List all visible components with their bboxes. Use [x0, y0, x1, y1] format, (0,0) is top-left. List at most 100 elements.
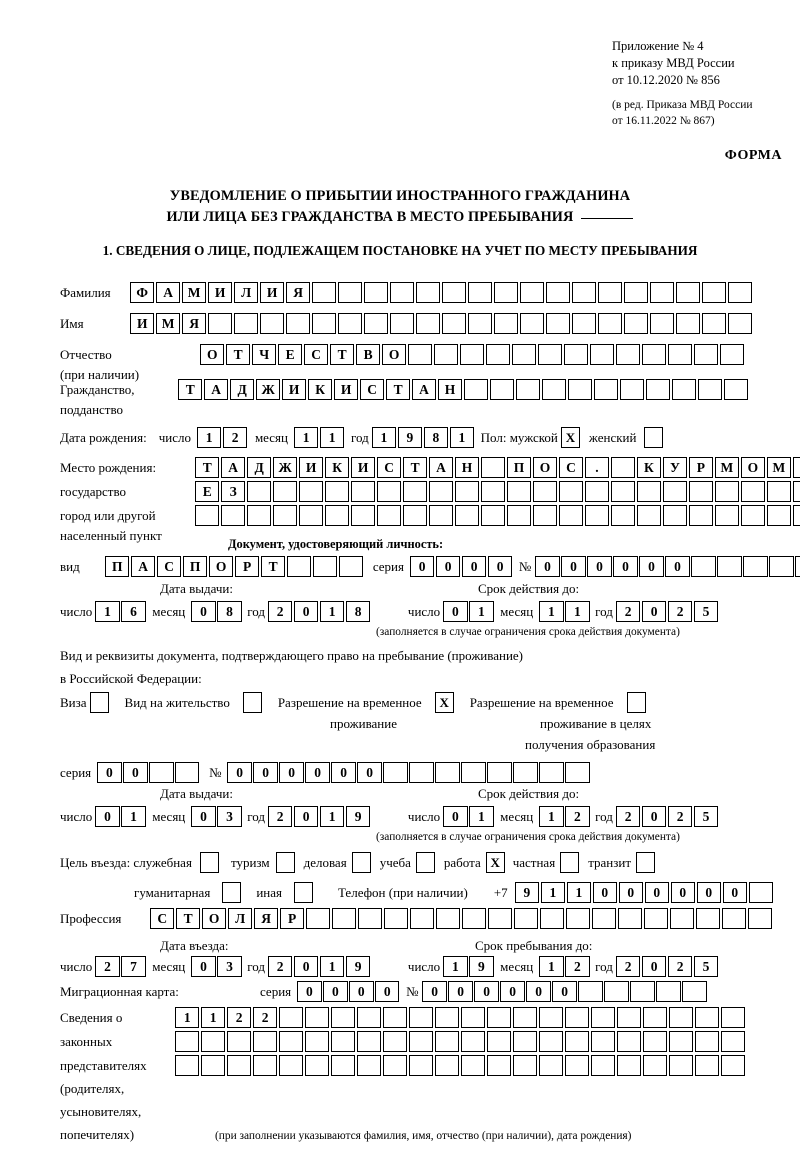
input-cell[interactable]: И	[350, 457, 376, 478]
input-cell[interactable]	[493, 282, 519, 303]
input-cell[interactable]	[656, 981, 681, 1002]
input-cell[interactable]: С	[558, 457, 584, 478]
input-cell[interactable]	[578, 981, 603, 1002]
input-cell[interactable]	[298, 505, 324, 526]
input-cell[interactable]	[513, 762, 538, 783]
input-cell[interactable]: 2	[667, 806, 693, 827]
input-cell[interactable]	[740, 505, 766, 526]
input-cell[interactable]: 0	[305, 762, 330, 783]
input-cell[interactable]	[389, 282, 415, 303]
input-cell[interactable]: 2	[226, 1007, 252, 1028]
input-cell[interactable]: 0	[95, 806, 120, 827]
input-cell[interactable]: Е	[195, 481, 220, 502]
input-cell[interactable]	[743, 556, 768, 577]
input-cell[interactable]: 0	[331, 762, 356, 783]
input-cell[interactable]	[565, 908, 591, 929]
input-cell[interactable]	[175, 1031, 200, 1052]
input-cell[interactable]	[487, 762, 512, 783]
checkbox-purpose-private[interactable]	[560, 852, 580, 873]
input-cell[interactable]	[590, 1055, 616, 1076]
input-cell[interactable]: 2	[95, 956, 120, 977]
input-cell[interactable]	[311, 282, 337, 303]
input-cell[interactable]: Р	[688, 457, 714, 478]
input-cell[interactable]	[272, 505, 298, 526]
input-cell[interactable]	[195, 505, 220, 526]
input-cell[interactable]	[538, 1055, 564, 1076]
input-cell[interactable]	[727, 313, 753, 334]
input-cell[interactable]: Т	[402, 457, 428, 478]
input-cell[interactable]: 0	[448, 981, 473, 1002]
input-cell[interactable]: 0	[253, 762, 278, 783]
input-cell[interactable]	[480, 457, 506, 478]
checkbox-purpose-tourism[interactable]	[275, 852, 295, 873]
input-cell[interactable]	[519, 313, 545, 334]
input-cell[interactable]	[695, 908, 721, 929]
input-cell[interactable]	[740, 481, 766, 502]
input-cell[interactable]: 1	[319, 806, 345, 827]
input-cell[interactable]	[610, 457, 636, 478]
input-cell[interactable]	[597, 313, 623, 334]
input-cell[interactable]	[382, 1031, 408, 1052]
input-cell[interactable]	[278, 1007, 304, 1028]
input-cell[interactable]	[567, 379, 593, 400]
input-cell[interactable]: О	[201, 908, 227, 929]
input-cell[interactable]	[617, 908, 643, 929]
input-cell[interactable]: Т	[260, 556, 286, 577]
input-cell[interactable]: Я	[181, 313, 207, 334]
input-cell[interactable]: К	[636, 457, 662, 478]
input-cell[interactable]: 8	[423, 427, 449, 448]
input-cell[interactable]	[512, 1031, 538, 1052]
input-cell[interactable]: Л	[233, 282, 259, 303]
input-cell[interactable]	[564, 1007, 590, 1028]
input-cell[interactable]	[461, 908, 487, 929]
input-cell[interactable]	[460, 1007, 486, 1028]
input-cell[interactable]	[454, 481, 480, 502]
input-cell[interactable]	[512, 1007, 538, 1028]
input-cell[interactable]: 0	[639, 556, 664, 577]
input-cell[interactable]	[441, 313, 467, 334]
checkbox-temp-residence-edu[interactable]	[626, 692, 646, 713]
input-cell[interactable]	[226, 1055, 252, 1076]
input-cell[interactable]	[662, 505, 688, 526]
input-cell[interactable]: М	[181, 282, 207, 303]
input-cell[interactable]	[532, 505, 558, 526]
input-cell[interactable]: 1	[566, 882, 592, 903]
input-cell[interactable]: 0	[526, 981, 551, 1002]
input-cell[interactable]	[175, 1055, 200, 1076]
input-cell[interactable]	[645, 379, 671, 400]
input-cell[interactable]	[175, 762, 200, 783]
input-cell[interactable]: А	[155, 282, 181, 303]
input-cell[interactable]	[720, 1031, 746, 1052]
input-cell[interactable]: 0	[227, 762, 252, 783]
input-cell[interactable]: Т	[178, 379, 203, 400]
input-cell[interactable]: 0	[670, 882, 695, 903]
input-cell[interactable]	[668, 1007, 694, 1028]
input-cell[interactable]	[563, 344, 589, 365]
input-cell[interactable]	[324, 481, 350, 502]
input-cell[interactable]	[486, 1007, 512, 1028]
input-cell[interactable]	[636, 481, 662, 502]
input-cell[interactable]: Ч	[251, 344, 277, 365]
input-cell[interactable]	[701, 282, 727, 303]
input-cell[interactable]: И	[207, 282, 233, 303]
input-cell[interactable]	[610, 481, 636, 502]
input-cell[interactable]: 1	[319, 956, 345, 977]
input-cell[interactable]	[304, 1055, 330, 1076]
input-cell[interactable]: 1	[371, 427, 397, 448]
input-cell[interactable]	[769, 556, 794, 577]
input-cell[interactable]: 0	[293, 806, 319, 827]
input-cell[interactable]	[642, 1007, 668, 1028]
input-cell[interactable]	[597, 282, 623, 303]
input-cell[interactable]	[636, 505, 662, 526]
input-cell[interactable]: 0	[357, 762, 382, 783]
